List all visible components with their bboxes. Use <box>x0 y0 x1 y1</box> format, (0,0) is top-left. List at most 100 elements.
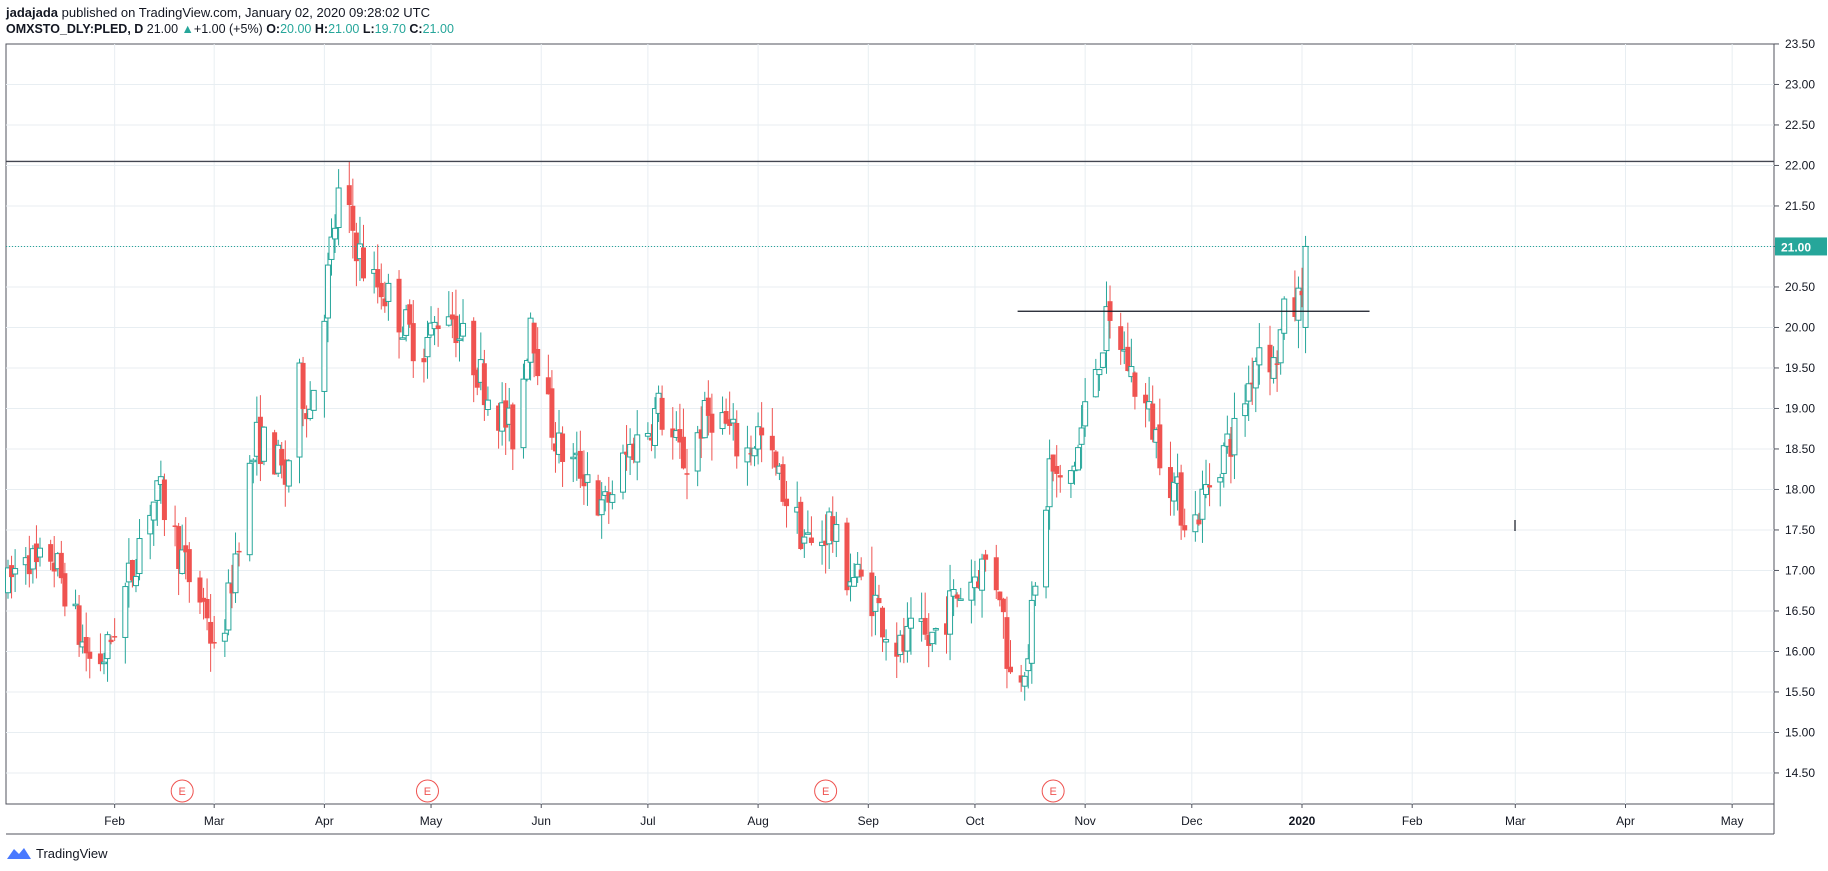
candle-down <box>51 562 57 572</box>
last-price-badge <box>1775 237 1827 256</box>
candle-up <box>332 227 339 240</box>
candle-down <box>1018 675 1024 683</box>
author-name[interactable]: jadajada <box>6 5 59 20</box>
candle-down <box>279 448 285 466</box>
candle-down <box>211 642 217 644</box>
candle-down <box>282 459 288 485</box>
candle-down <box>684 473 690 475</box>
candle-down <box>773 451 779 468</box>
candle-up <box>1075 447 1082 471</box>
candle-down <box>236 550 242 553</box>
candle-up <box>1302 245 1309 328</box>
candle-down <box>954 594 960 599</box>
candle-down <box>378 282 384 298</box>
time-axis[interactable]: Feb Mar Apr May Jun Jul Aug Sep Oct Nov Dec 2020 Feb… <box>104 804 1743 828</box>
candle-down <box>1292 297 1298 317</box>
candle-up <box>1128 366 1135 378</box>
candle-up <box>524 359 531 380</box>
earnings-marker <box>170 779 194 803</box>
candle-down <box>58 552 64 579</box>
candle-up <box>801 536 808 544</box>
candle-down <box>1125 346 1131 372</box>
earnings-marker-label: E <box>1049 786 1056 798</box>
candle-down <box>350 205 356 231</box>
candle-up <box>385 282 392 302</box>
candle-down <box>257 416 263 465</box>
open-label: O: <box>266 22 281 36</box>
candle-down <box>1178 472 1184 526</box>
symbol-name[interactable]: OMXSTO_DLY:PLED, D <box>6 22 144 36</box>
candle-down <box>808 537 814 543</box>
price-axis[interactable]: 23.50 23.00 22.50 22.00 21.50 21.00 20.50 20.00… <box>1774 37 1815 780</box>
candle-down <box>631 443 637 460</box>
candle-down <box>894 642 900 657</box>
publish-info: jadajada published on TradingView.com, J… <box>6 4 454 21</box>
candle-down <box>798 501 804 549</box>
close-value: 21.00 <box>422 22 454 36</box>
candle-up <box>1277 329 1284 364</box>
candle-down <box>922 617 928 635</box>
candle-up <box>1032 585 1039 596</box>
price-tick-label: 19.50 <box>1785 361 1815 375</box>
candle-up <box>979 558 986 591</box>
drawn-levels[interactable]: 21.00 <box>6 160 1827 312</box>
candle-down <box>983 554 989 560</box>
candle-down <box>510 404 516 450</box>
candle-up <box>136 538 143 575</box>
candle-up <box>1082 401 1089 427</box>
price-tick-label: 16.50 <box>1785 604 1815 618</box>
candle-up <box>150 501 157 521</box>
candle-up <box>929 631 936 645</box>
tradingview-footer[interactable]: TradingView <box>6 844 108 862</box>
candle-down <box>1157 424 1163 469</box>
candle-up <box>620 452 627 493</box>
candle-up <box>1220 445 1227 474</box>
candle-down <box>421 358 427 363</box>
candle-up <box>652 408 658 446</box>
chart-frame <box>5 43 1775 805</box>
candle-up <box>1025 658 1032 672</box>
candle-down <box>197 577 203 603</box>
candle-down <box>186 549 192 583</box>
up-triangle-icon: ▲ <box>181 22 194 36</box>
candle-up <box>634 434 641 463</box>
candle-up <box>100 661 107 665</box>
low-label: L: <box>362 22 375 36</box>
candle-up <box>694 432 701 472</box>
candle-down <box>26 555 32 575</box>
candle-up <box>968 581 975 601</box>
candle-up <box>1256 347 1263 366</box>
open-value: 20.00 <box>280 22 312 36</box>
candle-up <box>484 399 491 410</box>
candle-down <box>474 369 480 388</box>
candle-down <box>784 498 790 507</box>
candle-up <box>1171 481 1178 502</box>
candle-down <box>1118 326 1124 350</box>
candle-down <box>1004 617 1010 669</box>
candle-down <box>1249 382 1255 385</box>
candle-down <box>496 405 502 431</box>
candle-down <box>723 411 729 424</box>
candle-up <box>609 494 616 503</box>
tradingview-brand: TradingView <box>36 845 108 861</box>
candle-up <box>324 264 331 319</box>
candle-down <box>1267 344 1273 373</box>
candle-down <box>503 400 509 428</box>
earnings-marker-label: E <box>822 786 829 798</box>
price-tick-label: 17.50 <box>1785 523 1815 537</box>
last-price: 21.00 <box>146 22 179 36</box>
candle-up <box>1096 369 1103 376</box>
time-tick-label: Jun <box>532 814 551 828</box>
candle-down <box>830 516 836 541</box>
candle-up <box>179 549 186 574</box>
candle-up <box>250 459 257 463</box>
candle-up <box>335 187 342 228</box>
candle-up <box>154 480 161 501</box>
candle-up <box>12 568 19 575</box>
candle-down <box>670 428 676 438</box>
candle-down <box>183 545 189 553</box>
candle-up <box>804 532 811 535</box>
candle-up <box>1281 298 1288 334</box>
